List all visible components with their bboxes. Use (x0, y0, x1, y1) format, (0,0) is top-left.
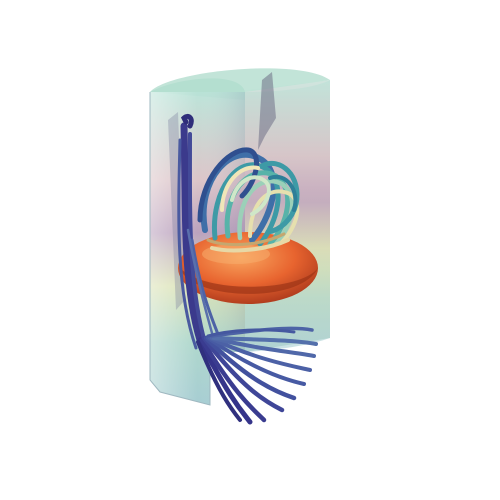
outflow-fan-streamtubes (196, 326, 318, 425)
vortex-streamtubes (197, 147, 300, 253)
